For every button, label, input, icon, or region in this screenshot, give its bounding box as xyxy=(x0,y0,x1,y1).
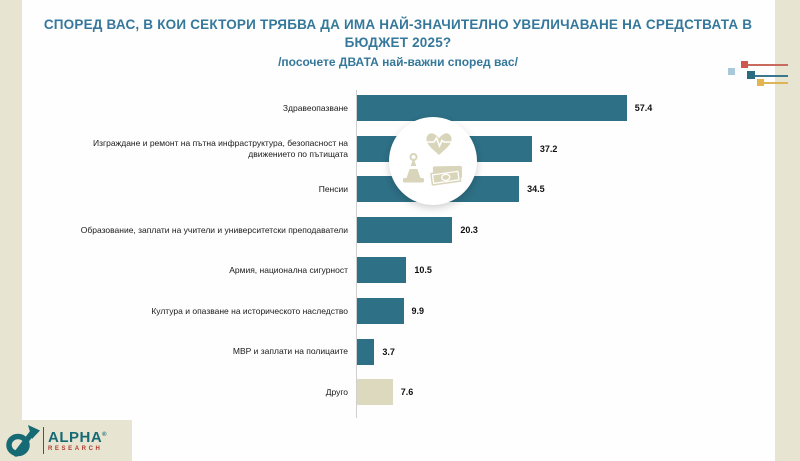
axis-baseline xyxy=(356,90,357,418)
chart-subtitle: /посочете ДВАТА най-важни според вас/ xyxy=(278,55,518,69)
heart-pulse-icon xyxy=(426,133,452,155)
value-label: 7.6 xyxy=(400,387,414,398)
bar-row: МВР и заплати на полицаите 3.7 xyxy=(0,338,800,365)
bar-row: Култура и опазване на историческото насл… xyxy=(0,298,800,324)
chart-title: СПОРЕД ВАС, В КОИ СЕКТОРИ ТРЯБВА ДА ИМА … xyxy=(43,17,753,50)
decor-square-teal xyxy=(747,71,755,79)
decor-line-yellow xyxy=(764,82,788,84)
category-label: Друго xyxy=(325,386,348,397)
registered-mark: ® xyxy=(102,431,108,438)
category-label: Образование, заплати на учители и универ… xyxy=(80,224,348,235)
bar-row: Друго 7.6 xyxy=(0,379,800,406)
bar-row: Образование, заплати на учители и универ… xyxy=(0,216,800,243)
value-label: 3.7 xyxy=(382,346,395,357)
decor-square-yellow xyxy=(757,79,764,86)
category-label: Култура и опазване на историческото насл… xyxy=(151,305,348,316)
bar xyxy=(357,216,453,243)
value-label: 57.4 xyxy=(634,103,653,113)
category-label: Изграждане и ремонт на пътна инфраструкт… xyxy=(93,138,348,159)
decor-line-red xyxy=(748,64,788,66)
category-label: МВР и заплати на полицаите xyxy=(232,346,348,357)
logo-text: ALPHA® RESEARCH xyxy=(48,430,107,452)
logo-name: ALPHA® xyxy=(48,428,108,446)
alpha-research-logo: ALPHA® RESEARCH xyxy=(0,420,132,461)
value-label: 34.5 xyxy=(527,184,545,195)
category-label: Пенсии xyxy=(318,183,348,194)
value-label: 20.3 xyxy=(460,224,478,235)
category-label: Здравеопазване xyxy=(282,102,348,113)
alpha-glyph-icon xyxy=(6,425,40,457)
decor-square-red xyxy=(741,61,748,68)
bar xyxy=(357,338,375,365)
category-label: Армия, национална сигурност xyxy=(229,265,348,276)
logo-divider xyxy=(43,427,44,454)
bar-row: Армия, национална сигурност 10.5 xyxy=(0,257,800,284)
bar xyxy=(357,298,404,324)
value-label: 37.2 xyxy=(539,143,558,154)
banknotes-icon xyxy=(430,165,463,186)
value-label: 10.5 xyxy=(414,265,432,276)
decor-line-teal xyxy=(755,75,788,77)
traffic-cone-icon xyxy=(403,153,424,183)
watermark-circle xyxy=(389,117,477,205)
title-block: СПОРЕД ВАС, В КОИ СЕКТОРИ ТРЯБВА ДА ИМА … xyxy=(40,16,756,70)
bar-row: Здравеопазване 57.4 xyxy=(0,95,800,121)
bar xyxy=(357,257,407,284)
decor-square-blue xyxy=(728,68,735,75)
logo-subname: RESEARCH xyxy=(48,445,103,452)
bar xyxy=(357,95,627,121)
watermark-icons xyxy=(403,133,463,186)
bar-other xyxy=(357,379,393,406)
value-label: 9.9 xyxy=(411,306,425,316)
